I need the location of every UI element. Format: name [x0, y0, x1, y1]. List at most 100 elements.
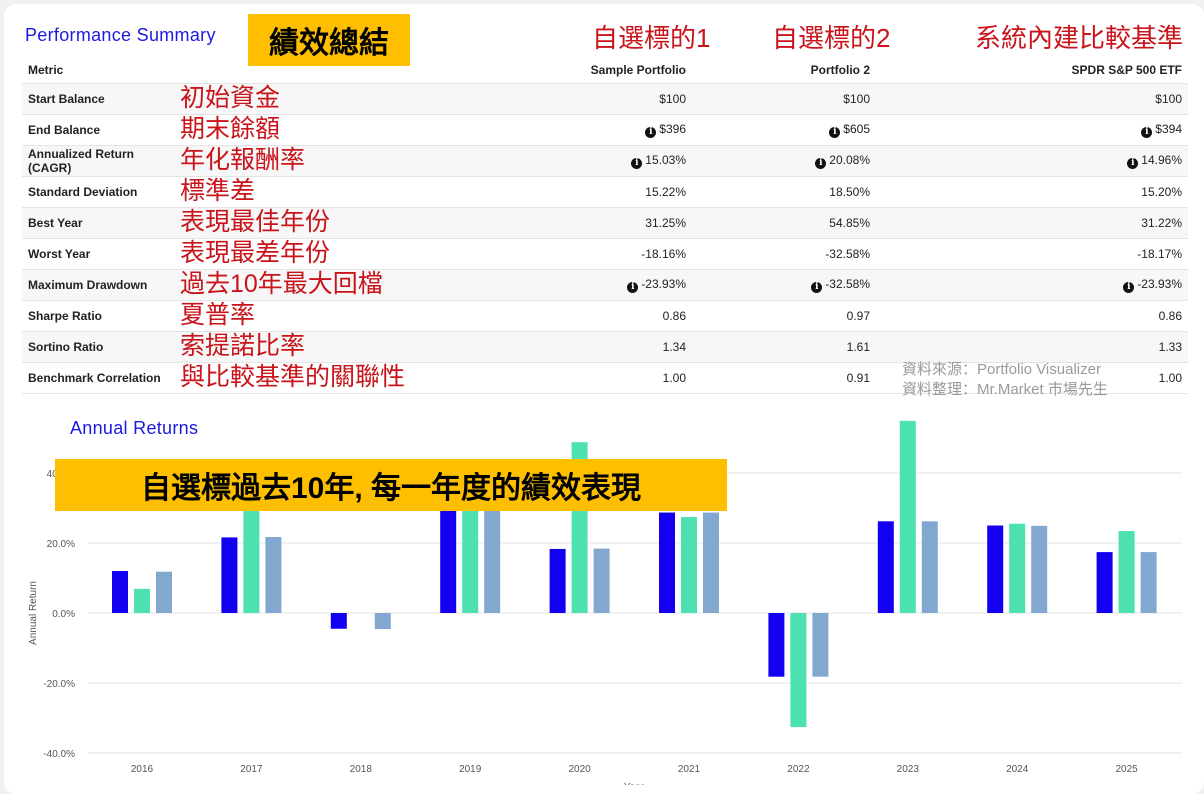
performance-summary-title: Performance Summary — [25, 25, 216, 45]
table-row: Annualized Return (CAGR) i 15.03% i 20.08% i 1… — [22, 145, 1188, 177]
info-icon[interactable]: i — [1141, 127, 1153, 138]
metric-name: Best Year — [22, 207, 172, 239]
bar-sample-portfolio — [221, 537, 238, 613]
metric-annotation: 夏普率 — [180, 301, 256, 329]
table-row: Maximum Drawdown i -23.93% i -32.58% i -23.93% — [22, 269, 1188, 301]
value-text: -18.17% — [1137, 247, 1182, 261]
bar-portfolio-2 — [790, 613, 807, 728]
y-axis-label: Annual Return — [28, 581, 39, 645]
info-icon[interactable]: i — [1123, 282, 1135, 293]
column-annotation-3: 系統內建比較基準 — [975, 23, 1184, 53]
table-row: Sharpe Ratio 0.86 0.97 0.86 — [22, 300, 1188, 332]
metric-value: 31.25% — [172, 207, 692, 239]
metric-value: 18.50% — [692, 176, 876, 208]
metric-value: $100 — [876, 83, 1188, 115]
bar-sample-portfolio — [440, 503, 457, 613]
table-row: Benchmark Correlation 1.00 0.91 1.00 — [22, 362, 1188, 394]
info-icon[interactable]: i — [811, 282, 823, 293]
metric-value: 15.22% — [172, 176, 692, 208]
metric-value: -18.17% — [876, 238, 1188, 270]
bar-portfolio-2 — [462, 480, 479, 613]
metric-value: 0.97 — [692, 300, 876, 332]
value-text: 18.50% — [829, 185, 870, 199]
table-row: Worst Year -18.16% -32.58% -18.17% — [22, 238, 1188, 270]
annual-returns-chart: -40.0%-20.0%0.0%20.0%40.0%20162017201820… — [28, 420, 1182, 785]
bar-sample-portfolio — [877, 521, 894, 613]
x-tick-label: 2018 — [350, 764, 373, 775]
metric-value: 31.22% — [876, 207, 1188, 239]
metric-value: 1.00 — [876, 362, 1188, 394]
x-tick-label: 2025 — [1115, 764, 1138, 775]
x-tick-label: 2020 — [568, 764, 591, 775]
info-icon[interactable]: i — [645, 127, 657, 138]
info-icon[interactable]: i — [1127, 158, 1139, 169]
y-tick-label: -40.0% — [43, 749, 75, 760]
metric-annotation: 表現最差年份 — [180, 239, 331, 267]
bar-portfolio-2 — [681, 517, 697, 613]
table-row: Standard Deviation 15.22% 18.50% 15.20% — [22, 176, 1188, 208]
metric-value: i 20.08% — [692, 145, 876, 177]
bar-spdr-s-p-500-etf — [593, 548, 610, 613]
metric-name: End Balance — [22, 114, 172, 146]
value-text: 0.86 — [1158, 309, 1182, 323]
metric-value: i -23.93% — [172, 269, 692, 301]
metric-value: i $394 — [876, 114, 1188, 146]
metric-value: 1.34 — [172, 331, 692, 363]
metric-annotation: 標準差 — [180, 177, 256, 205]
table-row: Best Year 31.25% 54.85% 31.22% — [22, 207, 1188, 239]
info-icon[interactable]: i — [627, 282, 639, 293]
metric-value: 15.20% — [876, 176, 1188, 208]
bar-sample-portfolio — [330, 613, 347, 629]
x-tick-label: 2024 — [1006, 764, 1029, 775]
x-tick-label: 2021 — [678, 764, 701, 775]
value-text: 31.25% — [645, 216, 686, 230]
bar-spdr-s-p-500-etf — [812, 613, 829, 677]
y-tick-label: 20.0% — [47, 539, 75, 550]
bar-sample-portfolio — [1096, 552, 1113, 613]
info-icon[interactable]: i — [829, 127, 841, 138]
value-text: 1.34 — [662, 340, 686, 354]
bar-portfolio-2 — [134, 588, 150, 613]
table-row: Sortino Ratio 1.34 1.61 1.33 — [22, 331, 1188, 363]
column-header: Sample Portfolio — [172, 57, 692, 84]
metric-name: Worst Year — [22, 238, 172, 270]
column-header: SPDR S&P 500 ETF — [876, 57, 1188, 84]
value-text: 15.03% — [645, 153, 686, 167]
metric-value: i -32.58% — [692, 269, 876, 301]
value-text: 1.00 — [1158, 371, 1182, 385]
metric-value: i 14.96% — [876, 145, 1188, 177]
metric-annotation: 期末餘額 — [180, 115, 281, 143]
y-tick-label: -20.0% — [43, 679, 75, 690]
chart-title: Annual Returns — [70, 418, 199, 438]
bar-spdr-s-p-500-etf — [1140, 552, 1157, 613]
metric-value: 0.86 — [172, 300, 692, 332]
metric-value: 54.85% — [692, 207, 876, 239]
table-row: End Balance i $396 i $605 i $394 — [22, 114, 1188, 146]
value-text: -32.58% — [825, 247, 870, 261]
metric-value: 0.86 — [876, 300, 1188, 332]
value-text: 0.91 — [846, 371, 870, 385]
value-text: $396 — [659, 122, 686, 136]
metric-name: Sortino Ratio — [22, 331, 172, 363]
info-icon[interactable]: i — [815, 158, 827, 169]
value-text: -23.93% — [641, 277, 686, 291]
metric-name: Sharpe Ratio — [22, 300, 172, 332]
metric-annotation: 表現最佳年份 — [180, 208, 331, 236]
metric-name: Annualized Return (CAGR) — [22, 145, 172, 177]
value-text: 14.96% — [1141, 153, 1182, 167]
metric-value: 1.61 — [692, 331, 876, 363]
value-text: 20.08% — [829, 153, 870, 167]
bar-sample-portfolio — [768, 613, 785, 677]
x-tick-label: 2022 — [787, 764, 810, 775]
metric-value: $100 — [692, 83, 876, 115]
table-row: Start Balance $100 $100 $100 — [22, 83, 1188, 115]
bar-spdr-s-p-500-etf — [265, 537, 282, 613]
bar-spdr-s-p-500-etf — [1031, 525, 1048, 613]
bar-portfolio-2 — [243, 487, 260, 613]
table-header: Metric Sample Portfolio Portfolio 2 SPDR… — [22, 57, 1188, 84]
watermark-author: 資料整理：Mr.Market 市場先生 — [902, 381, 1108, 398]
bar-sample-portfolio — [987, 525, 1004, 613]
info-icon[interactable]: i — [631, 158, 643, 169]
value-text: $100 — [659, 92, 686, 106]
bar-spdr-s-p-500-etf — [484, 503, 501, 613]
